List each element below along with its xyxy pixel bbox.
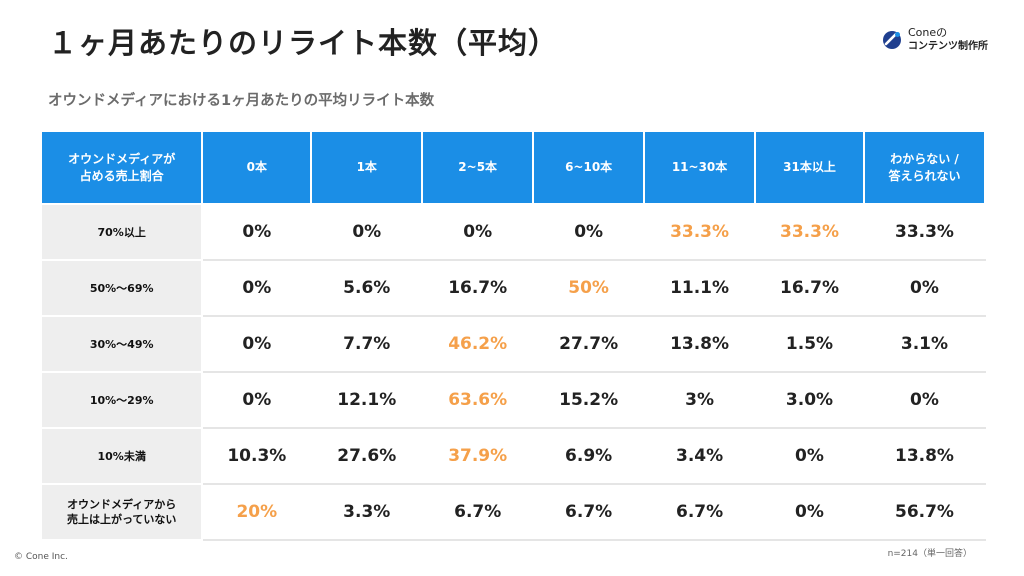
row-header: 70%以上	[39, 203, 204, 261]
table-cell: 16.7%	[421, 259, 535, 317]
table-cell: 0%	[421, 203, 535, 261]
table-row: 10%〜29% 0% 12.1% 63.6% 15.2% 3% 3.0% 0%	[39, 371, 987, 429]
column-header: 0本	[201, 130, 313, 205]
column-header: 11~30本	[643, 130, 757, 205]
table-cell: 11.1%	[643, 259, 757, 317]
table-cell: 33.3%	[754, 203, 865, 261]
column-header: 1本	[310, 130, 424, 205]
table-cell: 0%	[201, 315, 313, 373]
table-cell: 0%	[201, 203, 313, 261]
table-cell: 0%	[862, 259, 987, 317]
table-corner-header: オウンドメディアが 占める売上割合	[39, 130, 204, 205]
table-cell: 10.3%	[201, 427, 313, 485]
table-row: 10%未満 10.3% 27.6% 37.9% 6.9% 3.4% 0% 13.…	[39, 427, 987, 485]
row-header: 30%〜49%	[39, 315, 204, 373]
table-cell: 27.7%	[532, 315, 646, 373]
table-cell: 0%	[754, 483, 865, 541]
cone-logo-icon	[883, 31, 901, 49]
table-cell: 0%	[532, 203, 646, 261]
table-cell: 3%	[643, 371, 757, 429]
table-cell: 50%	[532, 259, 646, 317]
table-cell: 1.5%	[754, 315, 865, 373]
column-header: 6~10本	[532, 130, 646, 205]
table-header-row: オウンドメディアが 占める売上割合 0本 1本 2~5本 6~10本 11~30…	[39, 130, 987, 205]
table-cell: 7.7%	[310, 315, 424, 373]
page-title: １ヶ月あたりのリライト本数（平均）	[48, 26, 559, 60]
column-header: 2~5本	[421, 130, 535, 205]
table-row: 50%〜69% 0% 5.6% 16.7% 50% 11.1% 16.7% 0%	[39, 259, 987, 317]
table-cell: 3.4%	[643, 427, 757, 485]
table-cell: 37.9%	[421, 427, 535, 485]
row-header: 10%〜29%	[39, 371, 204, 429]
row-header: オウンドメディアから 売上は上がっていない	[39, 483, 204, 541]
table-cell: 13.8%	[643, 315, 757, 373]
table-cell: 6.9%	[532, 427, 646, 485]
table-cell: 3.3%	[310, 483, 424, 541]
table-row: 70%以上 0% 0% 0% 0% 33.3% 33.3% 33.3%	[39, 203, 987, 261]
logo-tagline: コンテンツ制作所	[908, 41, 988, 52]
row-header: 50%〜69%	[39, 259, 204, 317]
table-cell: 27.6%	[310, 427, 424, 485]
table-cell: 63.6%	[421, 371, 535, 429]
table-cell: 0%	[201, 259, 313, 317]
table-cell: 5.6%	[310, 259, 424, 317]
table-cell: 33.3%	[862, 203, 987, 261]
rewrite-count-table: オウンドメディアが 占める売上割合 0本 1本 2~5本 6~10本 11~30…	[39, 130, 987, 541]
table-row: オウンドメディアから 売上は上がっていない 20% 3.3% 6.7% 6.7%…	[39, 483, 987, 541]
page-subtitle: オウンドメディアにおける1ヶ月あたりの平均リライト本数	[48, 93, 435, 109]
table-cell: 15.2%	[532, 371, 646, 429]
table-cell: 6.7%	[421, 483, 535, 541]
table-row: 30%〜49% 0% 7.7% 46.2% 27.7% 13.8% 1.5% 3…	[39, 315, 987, 373]
column-header: 31本以上	[754, 130, 865, 205]
brand-logo: Coneの コンテンツ制作所	[882, 26, 998, 56]
table-cell: 20%	[201, 483, 313, 541]
table-cell: 13.8%	[862, 427, 987, 485]
logo-brand: Coneの	[908, 26, 948, 39]
table-cell: 3.1%	[862, 315, 987, 373]
table-cell: 46.2%	[421, 315, 535, 373]
table-cell: 0%	[201, 371, 313, 429]
table-cell: 6.7%	[643, 483, 757, 541]
row-header: 10%未満	[39, 427, 204, 485]
column-header: わからない / 答えられない	[862, 130, 987, 205]
table-cell: 0%	[862, 371, 987, 429]
table-cell: 0%	[754, 427, 865, 485]
table-cell: 3.0%	[754, 371, 865, 429]
rewrite-count-table-wrap: オウンドメディアが 占める売上割合 0本 1本 2~5本 6~10本 11~30…	[39, 130, 987, 541]
table-cell: 12.1%	[310, 371, 424, 429]
copyright: © Cone Inc.	[14, 552, 68, 562]
table-cell: 16.7%	[754, 259, 865, 317]
sample-size-note: n=214（単一回答）	[887, 549, 972, 559]
table-cell: 56.7%	[862, 483, 987, 541]
table-cell: 6.7%	[532, 483, 646, 541]
table-cell: 33.3%	[643, 203, 757, 261]
table-cell: 0%	[310, 203, 424, 261]
